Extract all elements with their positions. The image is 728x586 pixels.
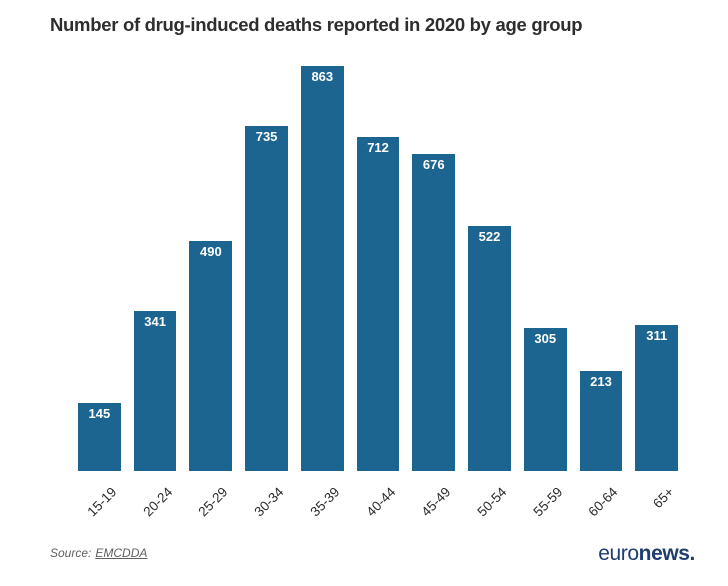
bar-value-label: 145 <box>88 406 111 421</box>
x-axis-label-cell: 50-54 <box>468 471 511 529</box>
x-axis-label-cell: 30-34 <box>245 471 288 529</box>
bar-value-label: 735 <box>255 129 278 144</box>
bar-value-label: 676 <box>422 157 445 172</box>
bar-20-24: 341 <box>133 311 177 471</box>
x-axis-label: 30-34 <box>251 484 287 520</box>
bar-30-34: 735 <box>245 126 288 471</box>
source-prefix-label: Source: <box>50 546 92 560</box>
x-axis-label: 15-19 <box>84 484 120 520</box>
logo-text-euro: euro <box>598 541 639 565</box>
bar-value-label: 522 <box>478 229 501 244</box>
x-axis-label: 65+ <box>649 484 677 512</box>
x-axis-label: 20-24 <box>139 484 176 520</box>
bar-55-59: 305 <box>523 328 567 471</box>
bar-65+: 311 <box>635 325 679 471</box>
bar-40-44: 712 <box>356 137 400 471</box>
x-axis-label-cell: 45-49 <box>412 471 455 529</box>
bar-value-label: 311 <box>646 328 668 343</box>
bar-value-label: 863 <box>311 69 334 84</box>
x-axis-label: 40-44 <box>362 484 398 520</box>
bar-45-49: 676 <box>412 154 456 471</box>
euronews-logo: euronews. <box>598 543 695 564</box>
x-axis-label-cell: 20-24 <box>134 471 177 529</box>
x-axis-label: 50-54 <box>474 484 510 520</box>
x-axis-label: 25-29 <box>195 484 231 520</box>
bar-15-19: 145 <box>78 403 121 471</box>
x-axis-label: 45-49 <box>418 484 454 520</box>
chart-footer: Source: EMCDDA euronews. <box>50 538 695 568</box>
x-axis-labels: 15-19 20-24 25-29 30-34 35-39 40-44 45-49 50-54… <box>78 471 678 529</box>
x-axis-label: 60-64 <box>585 484 621 520</box>
bar-50-54: 522 <box>468 226 511 471</box>
logo-text-news: news. <box>638 541 696 565</box>
x-axis-label-cell: 65+ <box>635 471 678 529</box>
bar-25-29: 490 <box>189 241 233 471</box>
x-axis-label-cell: 25-29 <box>189 471 232 529</box>
x-axis-label: 35-39 <box>307 484 343 520</box>
bars-container: 145 341 490 735 863 712 676 522 305 213 311 <box>78 66 679 471</box>
x-axis-label: 55-59 <box>530 484 566 520</box>
bar-value-label: 712 <box>367 140 389 155</box>
bar-35-39: 863 <box>300 66 344 471</box>
chart-title: Number of drug-induced deaths reported i… <box>50 14 583 35</box>
bar-60-64: 213 <box>579 371 623 471</box>
bar-value-label: 305 <box>534 331 557 346</box>
bar-value-label: 490 <box>199 244 222 259</box>
x-axis-label-cell: 60-64 <box>580 471 623 529</box>
bar-value-label: 341 <box>144 314 166 329</box>
x-axis-label-cell: 35-39 <box>301 471 344 529</box>
bar-value-label: 213 <box>590 374 612 389</box>
x-axis-label-cell: 55-59 <box>524 471 567 529</box>
x-axis-label-cell: 15-19 <box>78 471 121 529</box>
x-axis-label-cell: 40-44 <box>357 471 400 529</box>
source-link[interactable]: EMCDDA <box>95 546 148 560</box>
source-note: Source: EMCDDA <box>50 546 147 560</box>
